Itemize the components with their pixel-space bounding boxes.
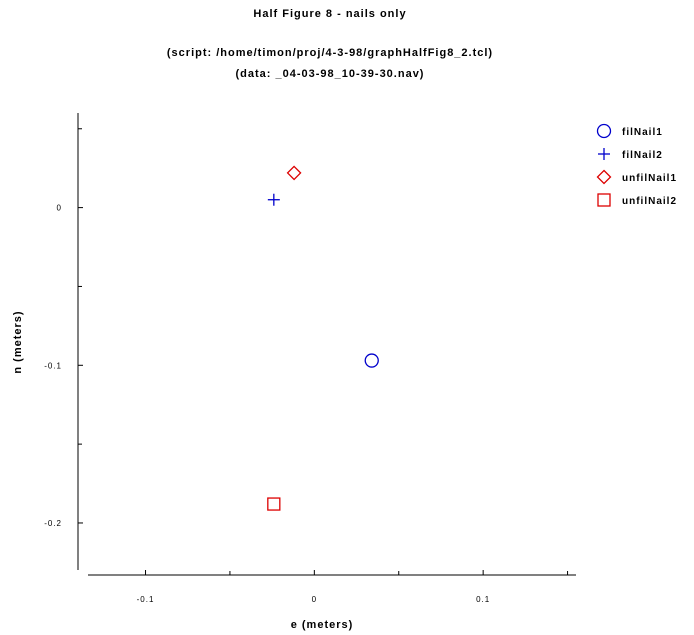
legend-marker-filNail1 — [596, 123, 612, 139]
point-unfilNail2 — [267, 497, 281, 511]
y-axis-label: n (meters) — [12, 310, 24, 373]
ticks: -0.1 0 0.1 0 -0.1 -0.2 — [44, 128, 569, 604]
point-filNail1 — [364, 353, 379, 368]
chart-subtitle-data: (data: _04-03-98_10-39-30.nav) — [236, 68, 425, 80]
legend-marker-filNail2 — [598, 148, 610, 160]
legend-label-filNail2: filNail2 — [622, 150, 663, 161]
legend-label-unfilNail1: unfilNail1 — [622, 173, 677, 184]
chart-title: Half Figure 8 - nails only — [253, 8, 406, 20]
axes — [77, 113, 576, 576]
data-points — [267, 165, 379, 511]
legend-marker-unfilNail2 — [597, 193, 611, 207]
x-axis-label: e (meters) — [291, 619, 354, 631]
legend-label-unfilNail2: unfilNail2 — [622, 196, 677, 207]
point-filNail2 — [267, 193, 280, 206]
y-tick-label: 0 — [57, 204, 62, 213]
y-tick-label: -0.2 — [44, 519, 62, 528]
legend-label-filNail1: filNail1 — [622, 127, 663, 138]
chart-subtitle-script: (script: /home/timon/proj/4-3-98/graphHa… — [167, 47, 493, 59]
y-tick-label: -0.1 — [44, 361, 62, 370]
x-tick-label: 0 — [312, 595, 317, 604]
point-unfilNail1 — [286, 165, 302, 181]
x-tick-label: 0.1 — [476, 595, 490, 604]
legend-marker-unfilNail1 — [596, 169, 612, 185]
x-tick-label: -0.1 — [137, 595, 155, 604]
legend: filNail1 filNail2 unfilNail1 unfilNail2 — [596, 123, 677, 207]
